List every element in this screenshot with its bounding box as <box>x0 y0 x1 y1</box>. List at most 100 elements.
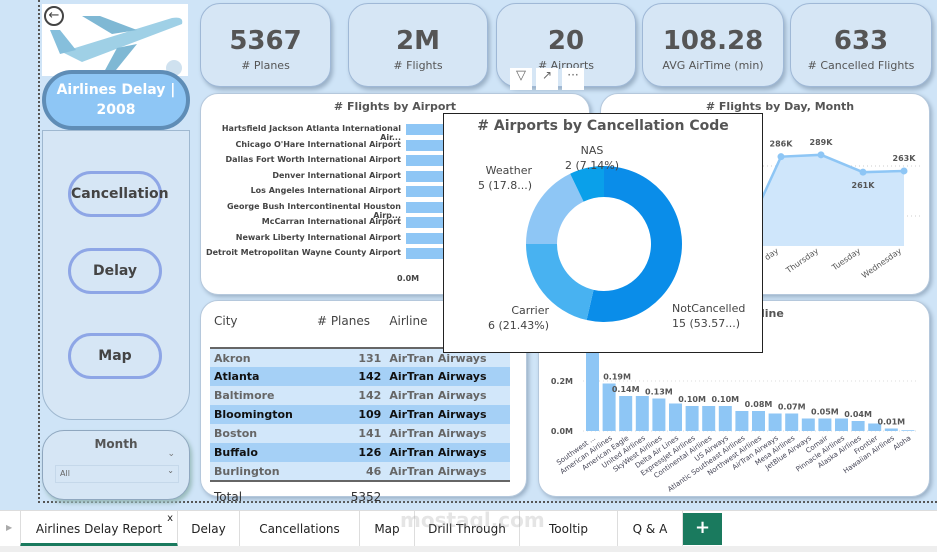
slice-name: Weather <box>486 164 533 177</box>
category-label: Hartsfield Jackson Atlanta International… <box>221 124 401 142</box>
cell-city: Burlington <box>210 462 313 481</box>
chart-title: # Airports by Cancellation Code <box>477 118 729 134</box>
bar[interactable] <box>669 403 682 432</box>
focus-mode-icon[interactable]: ↗ <box>536 68 558 90</box>
cell-city: Akron <box>210 348 313 367</box>
col-header-city[interactable]: City <box>214 314 238 328</box>
donut-slice[interactable] <box>570 166 604 202</box>
data-point[interactable] <box>777 153 785 161</box>
tab-label: Cancellations <box>259 522 340 536</box>
bar[interactable] <box>406 139 446 151</box>
cell-planes: 142 <box>312 367 386 386</box>
kpi-label: # Planes <box>241 59 290 72</box>
data-label: 0.13M <box>645 388 673 397</box>
area-fill <box>741 154 904 246</box>
cell-city: Boston <box>210 424 313 443</box>
tab-delay[interactable]: Delay <box>178 511 240 547</box>
cell-city: Atlanta <box>210 367 313 386</box>
scroll-left-icon[interactable]: ▶ <box>6 523 13 532</box>
bar[interactable] <box>901 430 915 431</box>
bar[interactable] <box>586 341 599 431</box>
back-button[interactable]: ← <box>44 6 64 26</box>
kpi-planes: 5367 # Planes <box>200 3 331 87</box>
page-tabs: ▶ Airlines Delay Report x Delay Cancellatio… <box>0 510 937 547</box>
bar[interactable] <box>702 406 716 431</box>
tab-drill-through[interactable]: Drill Through <box>415 511 520 547</box>
cell-city: Buffalo <box>210 443 313 462</box>
tab-tooltip[interactable]: Tooltip <box>520 511 618 547</box>
bar[interactable] <box>406 248 446 259</box>
add-page-button[interactable]: + <box>683 513 722 545</box>
bar[interactable] <box>406 232 446 244</box>
tab-label: Drill Through <box>428 522 506 536</box>
bar[interactable] <box>406 201 446 213</box>
bar[interactable] <box>619 396 633 431</box>
tab-label: Tooltip <box>549 522 588 536</box>
kpi-value: 633 <box>833 26 889 56</box>
data-point[interactable] <box>817 151 825 159</box>
bar[interactable] <box>835 418 848 432</box>
col-header-planes[interactable]: # Planes <box>316 314 370 328</box>
slice-name: NotCancelled <box>672 302 745 315</box>
data-label: 0.04M <box>844 410 872 419</box>
data-point[interactable] <box>859 168 867 176</box>
tab-q-a[interactable]: Q & A <box>618 511 683 547</box>
donut-slice[interactable] <box>586 166 682 322</box>
data-label: 0.10M <box>711 395 739 404</box>
bar[interactable] <box>718 406 732 431</box>
bar[interactable] <box>406 124 446 135</box>
slicer-label: Month <box>94 437 138 451</box>
tab-airlines-delay-report[interactable]: Airlines Delay Report x <box>20 511 178 547</box>
report-title: Airlines Delay | 2008 <box>42 70 190 130</box>
bar[interactable] <box>406 155 446 166</box>
close-tab-icon[interactable]: x <box>167 513 173 524</box>
bar[interactable] <box>685 406 699 431</box>
bar[interactable] <box>851 421 865 431</box>
data-point[interactable] <box>900 167 908 175</box>
table-row[interactable]: Boston 141 AirTran Airways <box>210 424 510 443</box>
cell-planes: 141 <box>312 424 386 443</box>
bar[interactable] <box>406 170 446 182</box>
tab-map[interactable]: Map <box>360 511 415 547</box>
cancellation-button[interactable]: Cancellation <box>68 171 169 217</box>
bar[interactable] <box>652 398 666 432</box>
cell-city: Baltimore <box>210 386 313 405</box>
cell-planes: 109 <box>312 405 386 424</box>
table-row[interactable]: Bloomington 109 AirTran Airways <box>210 405 510 424</box>
table-row[interactable]: Baltimore 142 AirTran Airways <box>210 386 510 405</box>
bar[interactable] <box>752 411 765 431</box>
col-header-airline[interactable]: Airline <box>389 314 428 328</box>
month-dropdown[interactable]: All ⌄ <box>55 465 179 483</box>
bar[interactable] <box>406 186 446 197</box>
bar[interactable] <box>868 423 882 432</box>
more-options-icon[interactable]: ··· <box>562 68 584 90</box>
bar[interactable] <box>785 413 799 432</box>
delay-button[interactable]: Delay <box>68 248 162 294</box>
filter-icon[interactable]: ▽ <box>510 68 532 90</box>
bar[interactable] <box>884 428 898 432</box>
bar[interactable] <box>635 396 649 431</box>
donut-slice[interactable] <box>526 244 594 321</box>
table-row[interactable]: Burlington 46 AirTran Airways <box>210 462 510 481</box>
table-row[interactable]: Atlanta 142 AirTran Airways <box>210 367 510 386</box>
bar[interactable] <box>768 413 782 432</box>
category-label: McCarran International Airport <box>261 217 401 226</box>
chevron-down-icon[interactable]: ⌄ <box>167 449 175 459</box>
kpi-label: AVG AirTime (min) <box>662 59 764 72</box>
map-button[interactable]: Map <box>68 333 162 379</box>
donut-slice[interactable] <box>526 173 584 244</box>
bar[interactable] <box>818 418 832 432</box>
bar[interactable] <box>801 418 815 432</box>
table-row[interactable]: Buffalo 126 AirTran Airways <box>210 443 510 462</box>
slice-label: 15 (53.57...) <box>672 317 740 330</box>
bar[interactable] <box>735 411 749 431</box>
tab-cancellations[interactable]: Cancellations <box>240 511 360 547</box>
chart-title: # Flights by Airport <box>333 100 457 113</box>
category-label: Dallas Fort Worth International Airport <box>225 155 401 164</box>
line-plot: 286K day 289K Thursday 261K Tuesday 263K Wednes… <box>739 138 921 280</box>
chevron-down-icon: ⌄ <box>167 466 174 475</box>
x-tick-label: 0.0M <box>397 274 420 283</box>
bar[interactable] <box>602 383 616 432</box>
bar[interactable] <box>406 217 446 228</box>
kpi-flights: 2M # Flights <box>348 3 488 87</box>
